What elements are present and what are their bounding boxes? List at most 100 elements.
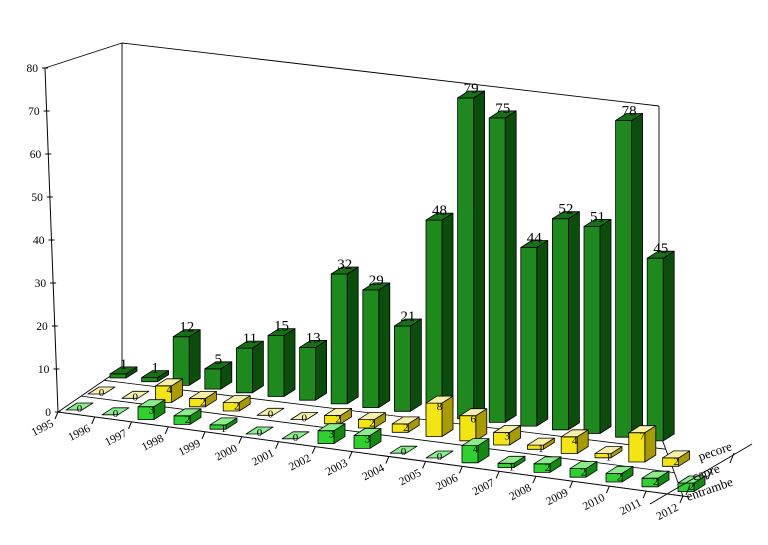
bar-top-capre-2003 — [357, 412, 386, 421]
bar-label-entrambe-2012: 2 — [689, 481, 695, 493]
bar-pecore-2005 — [425, 219, 443, 416]
bar-top-pecore-2009 — [552, 211, 580, 220]
bar-top-entrambe-2007 — [497, 455, 526, 464]
x-tick-1996 — [91, 416, 96, 425]
bar-label-entrambe-2004: 0 — [401, 446, 407, 458]
bar-top-capre-2012 — [662, 450, 690, 459]
bar-label-pecore-2010: 51 — [590, 209, 605, 225]
bar-side-pecore-2003 — [378, 282, 391, 409]
bar-top-capre-2002 — [324, 407, 353, 416]
y-tick-label-60: 60 — [30, 149, 42, 161]
x-tick-1999 — [201, 431, 206, 439]
bar-zero-entrambe-2005 — [425, 450, 454, 459]
bar-top-pecore-2005 — [425, 212, 454, 221]
bar-top-pecore-1995 — [109, 366, 138, 375]
bar-pecore-2012 — [646, 257, 664, 442]
bar-side-pecore-2005 — [441, 212, 454, 416]
x-tick-2001 — [275, 441, 280, 449]
bar-zero-capre-2001 — [290, 412, 319, 420]
bar-label-pecore-2001: 13 — [306, 330, 321, 346]
x-tick-2006 — [458, 466, 463, 474]
bar-label-entrambe-2011: 2 — [653, 476, 659, 488]
bar-label-entrambe-2000: 0 — [257, 427, 263, 439]
bar-label-capre-2007: 3 — [504, 430, 510, 442]
bar-label-pecore-1995: 1 — [120, 357, 128, 373]
bar-label-entrambe-2009: 2 — [581, 467, 587, 479]
bar-top-pecore-2011 — [615, 113, 643, 121]
bar-side-pecore-2012 — [662, 250, 675, 442]
bar-label-pecore-2009: 52 — [558, 202, 573, 218]
bar-pecore-1998 — [204, 368, 222, 390]
bar-zero-entrambe-1996 — [101, 407, 130, 416]
bar-zero-entrambe-1995 — [65, 402, 94, 411]
bar-top-capre-2008 — [527, 437, 555, 446]
bar-pecore-2003 — [362, 289, 380, 409]
bar-label-capre-2002: 2 — [335, 413, 341, 425]
bar-pecore-2009 — [552, 218, 569, 431]
bar-label-capre-2000: 0 — [268, 408, 274, 420]
bar-label-pecore-2011: 78 — [622, 104, 637, 120]
y-tick-label-10: 10 — [38, 364, 50, 376]
bar-top-entrambe-1998 — [173, 408, 202, 417]
bar-top-entrambe-2002 — [317, 423, 346, 432]
bar-zero-capre-1996 — [121, 390, 150, 399]
y-tick-label-40: 40 — [33, 235, 45, 247]
bar-zero-entrambe-2004 — [389, 445, 418, 454]
x-tick-1995 — [54, 411, 59, 420]
x-tick-2004 — [385, 456, 390, 464]
bar-top-pecore-2003 — [362, 282, 391, 291]
bar-label-entrambe-2003: 3 — [365, 434, 371, 446]
bar-label-pecore-2003: 29 — [369, 273, 384, 289]
y-tick-label-80: 80 — [27, 63, 39, 75]
bar-side-pecore-2006 — [473, 90, 486, 420]
bar-label-capre-2012: 2 — [673, 456, 679, 468]
bar-pecore-2011 — [615, 120, 632, 438]
bar-top-pecore-2012 — [646, 250, 675, 259]
bar-label-entrambe-1995: 0 — [77, 403, 83, 415]
bar-label-pecore-2007: 75 — [495, 101, 510, 117]
y-tick-label-20: 20 — [36, 321, 48, 333]
bar-label-capre-2003: 2 — [369, 418, 375, 430]
bar-side-pecore-1999 — [251, 340, 264, 394]
bar-top-capre-2004 — [391, 416, 420, 425]
bar-label-entrambe-2007: 1 — [509, 461, 515, 473]
bar-top-capre-1998 — [188, 390, 217, 399]
x-tick-2003 — [348, 451, 353, 459]
x-tick-2008 — [532, 476, 537, 484]
bar-side-pecore-2007 — [504, 110, 517, 423]
bar-top-capre-2010 — [594, 446, 623, 455]
bar-top-capre-1999 — [222, 395, 251, 404]
x-tick-2002 — [311, 446, 316, 454]
bar-pecore-1996 — [141, 377, 159, 383]
bar-label-capre-2009: 4 — [572, 435, 578, 447]
bar-label-capre-1996: 0 — [133, 391, 139, 403]
bar-pecore-2002 — [330, 273, 348, 405]
bar-label-entrambe-2001: 0 — [293, 432, 299, 444]
x-tick-2007 — [495, 471, 500, 479]
bar-label-capre-2006: 6 — [471, 414, 477, 426]
series-tick-0 — [685, 484, 691, 496]
bar-label-entrambe-2006: 4 — [473, 444, 479, 456]
bar-top-pecore-2002 — [330, 266, 359, 275]
bar-top-entrambe-2006 — [461, 438, 490, 447]
x-tick-1997 — [128, 421, 132, 430]
bar-top-pecore-1998 — [204, 361, 233, 370]
bar-label-capre-2004: 2 — [403, 422, 409, 434]
bar-top-pecore-2008 — [520, 240, 549, 248]
y-tick-label-30: 30 — [35, 278, 47, 290]
bar-side-pecore-2001 — [315, 339, 328, 401]
bar-top-pecore-1999 — [235, 340, 264, 349]
bar-label-capre-1999: 2 — [234, 401, 240, 413]
bar-pecore-2008 — [520, 247, 538, 427]
bar-label-pecore-1997: 12 — [179, 320, 194, 336]
bar-label-entrambe-1996: 0 — [113, 408, 119, 420]
bar-pecore-1999 — [235, 347, 253, 394]
bar-zero-entrambe-2001 — [281, 431, 310, 440]
bar-side-pecore-1997 — [188, 329, 201, 386]
bar-top-pecore-2006 — [457, 90, 486, 99]
left-wall-top-edge — [44, 42, 123, 69]
bar-label-entrambe-2005: 0 — [437, 451, 443, 463]
bar-top-pecore-2007 — [488, 110, 517, 119]
y-tick-label-50: 50 — [31, 192, 43, 204]
